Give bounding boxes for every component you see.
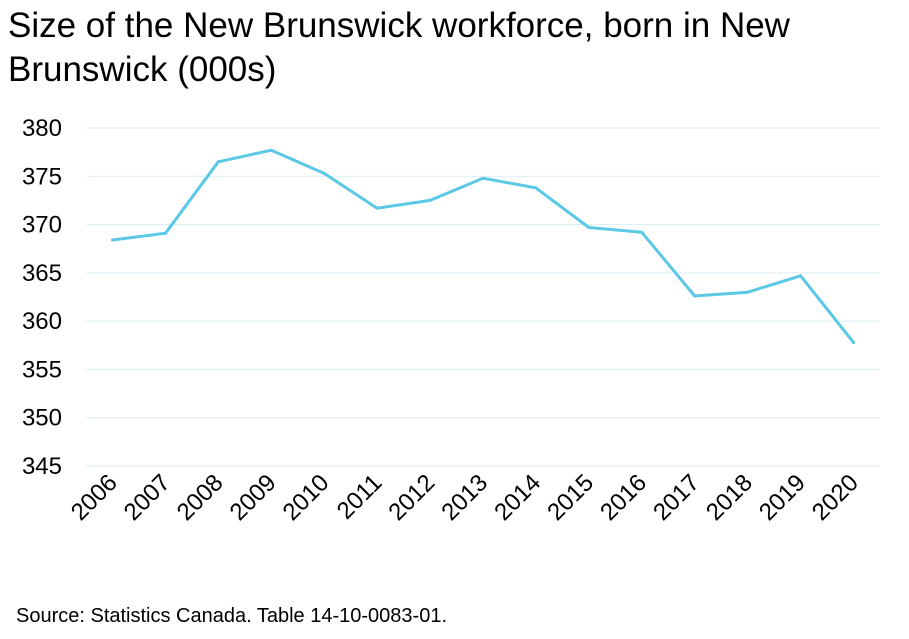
data-point [216,160,220,164]
x-tick-label: 2007 [119,469,176,526]
series-group [110,148,856,344]
data-point [799,274,803,278]
x-tick-label: 2019 [754,469,811,526]
x-tick-label: 2006 [66,469,123,526]
x-tick-label: 2009 [225,469,282,526]
data-point [481,176,485,180]
y-tick-label: 350 [22,405,62,432]
data-point [110,238,114,242]
data-point [428,198,432,202]
data-point [322,171,326,175]
x-tick-label: 2010 [278,469,335,526]
data-point [534,186,538,190]
x-tick-label: 2015 [542,469,599,526]
y-tick-label: 360 [22,308,62,335]
x-axis-ticks: 2006200720082009201020112012201320142015… [66,469,864,526]
x-tick-label: 2008 [172,469,229,526]
x-tick-label: 2012 [383,469,440,526]
data-point [587,225,591,229]
data-point [269,148,273,152]
data-point [852,340,856,344]
x-tick-label: 2018 [701,469,758,526]
x-tick-label: 2014 [489,469,546,526]
data-point [693,294,697,298]
y-tick-label: 355 [22,356,62,383]
x-tick-label: 2013 [436,469,493,526]
x-tick-label: 2017 [648,469,705,526]
data-point [163,231,167,235]
x-tick-label: 2020 [807,469,864,526]
y-axis-ticks: 345 350 355 360 365 370 375 380 [22,115,62,480]
data-point [640,230,644,234]
y-tick-label: 375 [22,163,62,190]
source-note: Source: Statistics Canada. Table 14-10-0… [16,605,448,627]
y-tick-label: 370 [22,212,62,239]
y-tick-label: 365 [22,260,62,287]
x-tick-label: 2016 [595,469,652,526]
gridlines [86,127,880,467]
x-tick-label: 2011 [332,469,388,525]
data-point [375,206,379,210]
y-tick-label: 345 [22,453,62,480]
y-tick-label: 380 [22,115,62,142]
line-chart: 345 350 355 360 365 370 375 380 200620072008200… [22,115,880,526]
chart-title: Size of the New Brunswick workforce, bor… [8,6,790,89]
data-point [746,290,750,294]
